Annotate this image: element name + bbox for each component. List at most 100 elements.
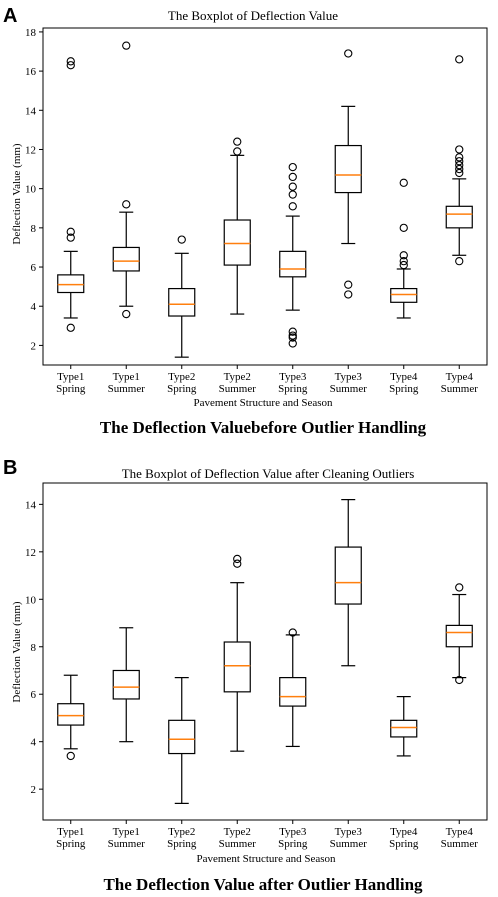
box-5 — [279, 628, 307, 748]
caption-b: The Deflection Value after Outlier Handl… — [103, 875, 423, 894]
outlier-point — [288, 339, 297, 348]
x-tick-label: Type3 — [279, 371, 307, 383]
box-2 — [112, 41, 140, 319]
x-tick-label: Type1 — [57, 826, 84, 838]
outlier-point — [288, 202, 297, 211]
iqr-box — [334, 546, 362, 605]
x-tick-label: Summer — [441, 383, 479, 395]
outlier-point — [66, 233, 75, 242]
iqr-box — [445, 205, 473, 229]
iqr-box — [112, 246, 140, 272]
chart-title-a: The Boxplot of Deflection Value — [168, 8, 338, 23]
panel-letter-a: A — [3, 5, 17, 27]
y-tick-label: 10 — [25, 184, 37, 196]
outlier-point — [66, 61, 75, 70]
x-tick-label: Type4 — [446, 826, 474, 838]
x-tick-label: Summer — [108, 383, 146, 395]
iqr-box — [334, 144, 362, 194]
y-tick-label: 10 — [25, 594, 37, 606]
y-tick-label: 16 — [25, 66, 37, 78]
y-tick-label: 18 — [25, 27, 37, 39]
x-tick-label: Spring — [56, 383, 86, 395]
iqr-box — [112, 669, 140, 700]
x-tick-label: Type1 — [113, 826, 140, 838]
outlier-point — [66, 57, 75, 66]
outlier-point — [455, 675, 464, 685]
outlier-point — [344, 49, 353, 58]
outlier-point — [288, 628, 297, 637]
y-tick-label: 14 — [25, 499, 37, 511]
box-4 — [223, 137, 251, 315]
box-3 — [168, 677, 196, 804]
outlier-point — [233, 559, 242, 568]
outlier-point — [344, 280, 353, 289]
x-tick-label: Spring — [389, 838, 419, 850]
outlier-point — [455, 153, 464, 162]
outlier-point — [66, 227, 75, 236]
x-tick-label: Summer — [330, 838, 368, 850]
x-tick-label: Summer — [330, 383, 368, 395]
iqr-box — [168, 719, 196, 755]
outlier-point — [288, 172, 297, 182]
outlier-point — [177, 235, 186, 244]
x-tick-label: Spring — [278, 838, 308, 850]
x-tick-label: Summer — [219, 383, 257, 395]
y-tick-label: 6 — [31, 689, 37, 701]
plot-area-a: 24681012141618Type1SpringType1SummerType… — [25, 27, 488, 395]
outlier-point — [233, 137, 242, 146]
outlier-point — [455, 164, 464, 174]
outlier-point — [455, 168, 464, 178]
x-tick-label: Type2 — [168, 371, 195, 383]
y-tick-label: 2 — [31, 784, 37, 796]
outlier-point — [399, 178, 408, 187]
box-1 — [57, 674, 85, 761]
box-7 — [390, 178, 418, 319]
box-6 — [334, 499, 362, 667]
x-tick-label: Type4 — [390, 371, 418, 383]
box-1 — [57, 57, 85, 332]
outlier-point — [122, 309, 131, 319]
outlier-point — [455, 157, 464, 166]
box-4 — [223, 554, 251, 752]
x-tick-label: Spring — [56, 838, 86, 850]
x-tick-label: Type3 — [279, 826, 307, 838]
x-tick-label: Summer — [108, 838, 146, 850]
x-tick-label: Type1 — [113, 371, 140, 383]
y-tick-label: 12 — [25, 144, 36, 156]
x-tick-label: Spring — [278, 383, 308, 395]
outlier-point — [288, 327, 297, 336]
box-8 — [445, 55, 473, 266]
y-axis-label-a: Deflection Value (mm) — [11, 143, 23, 245]
x-tick-label: Type2 — [168, 826, 195, 838]
x-tick-label: Spring — [167, 838, 197, 850]
x-tick-label: Type4 — [446, 371, 474, 383]
outlier-point — [344, 290, 353, 299]
y-tick-label: 8 — [31, 223, 37, 235]
outlier-point — [455, 161, 464, 170]
y-tick-label: 12 — [25, 547, 36, 559]
plot-frame — [42, 482, 488, 821]
iqr-box — [168, 287, 196, 317]
x-axis-label-a: Pavement Structure and Season — [194, 397, 333, 409]
x-tick-label: Type3 — [335, 371, 363, 383]
x-tick-label: Type2 — [224, 826, 251, 838]
x-axis-label-b: Pavement Structure and Season — [197, 853, 336, 865]
box-8 — [445, 583, 473, 685]
outlier-point — [399, 260, 408, 270]
x-tick-label: Type3 — [335, 826, 363, 838]
box-3 — [168, 235, 196, 358]
outlier-point — [122, 200, 131, 209]
panel-a: A The Boxplot of Deflection Value Deflec… — [3, 5, 488, 437]
iqr-box — [57, 703, 85, 726]
outlier-point — [66, 323, 75, 332]
chart-title-b: The Boxplot of Deflection Value after Cl… — [122, 466, 415, 481]
outlier-point — [455, 583, 464, 592]
panel-letter-b: B — [3, 457, 17, 479]
iqr-box — [390, 719, 418, 738]
outlier-point — [288, 182, 297, 191]
plot-area-b: 2468101214Type1SpringType1SummerType2Spr… — [25, 482, 488, 850]
iqr-box — [57, 274, 85, 294]
outlier-point — [455, 145, 464, 154]
box-6 — [334, 49, 362, 299]
